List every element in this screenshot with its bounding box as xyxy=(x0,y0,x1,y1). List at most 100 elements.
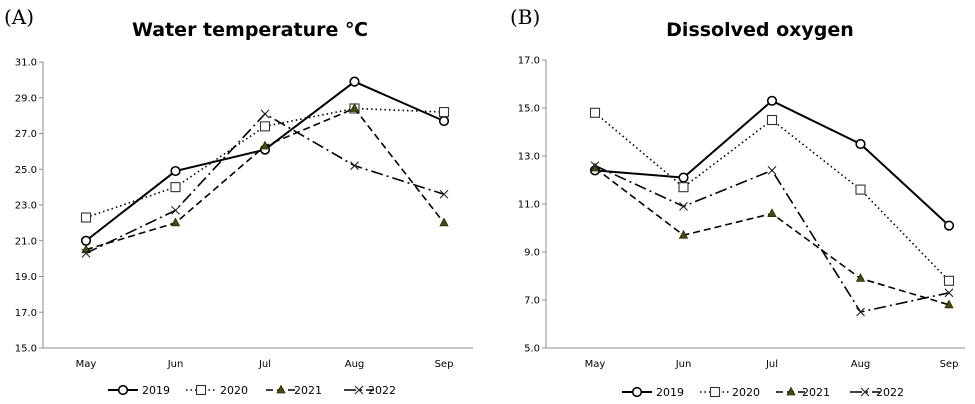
panel-b-point-2019-Aug xyxy=(855,138,866,150)
panel-a-series-line-2019 xyxy=(85,80,445,242)
panel-a-point-2022-Jun-stroke-b xyxy=(171,205,180,215)
panel-b-x-tick-label: May xyxy=(585,359,606,370)
panel-a-legend: 2019 2020 2021 2022 xyxy=(108,384,396,397)
panel-b-point-2022-Sep xyxy=(944,288,954,298)
panel-b-point-2020-Jul xyxy=(766,114,778,126)
panel-b-legend: 2019 2020 2021 2022 xyxy=(622,386,904,399)
panel-a-y-tick-label: 17.0 xyxy=(15,308,37,319)
panel-a-y-tick-label: 19.0 xyxy=(15,272,37,283)
panel-a-x-tick-label: Aug xyxy=(345,359,365,370)
panel-a: (A) Water temperature ℃ 15.0 17.0 19.0 21.0 23… xyxy=(4,5,473,397)
panel-b-point-2020-Jun xyxy=(678,182,689,193)
panel-a-point-2022-Sep-stroke-b xyxy=(439,189,449,199)
panel-a-point-2019-Sep xyxy=(438,115,450,127)
panel-a-point-2019-May xyxy=(80,235,92,246)
panel-a-point-2019-Jun xyxy=(170,165,181,177)
panel-b-y-tick-label: 5.0 xyxy=(524,344,540,355)
panel-b-point-2021-Aug xyxy=(855,273,866,282)
panel-b-series-2019 xyxy=(589,95,955,231)
panel-a-point-2022-May-stroke-b xyxy=(81,248,91,258)
panel-a-y-tick-label: 29.0 xyxy=(15,93,37,104)
panel-b-y-tick-label: 17.0 xyxy=(518,56,540,67)
panel-b-x-tick-label: Jul xyxy=(765,359,778,370)
panel-b-title: Dissolved oxygen xyxy=(666,19,854,41)
panel-a-legend-label-2021: 2021 xyxy=(294,384,322,397)
panel-a-point-2022-Aug xyxy=(350,161,359,171)
panel-a-legend-marker-2021 xyxy=(276,384,286,394)
panel-a-legend-label-2020: 2020 xyxy=(220,384,248,397)
panel-a-point-2021-Aug xyxy=(349,103,360,112)
panel-a-y-tick-label: 25.0 xyxy=(15,165,37,176)
panel-b-legend-label-2022: 2022 xyxy=(876,386,904,399)
panel-b: (B) Dissolved oxygen 5.0 7.0 9.0 11.0 13.0 15.0… xyxy=(510,5,965,399)
panel-b-legend-marker-2021 xyxy=(786,386,796,396)
panel-a-label: (A) xyxy=(4,5,34,29)
panel-a-point-2019-Aug xyxy=(349,76,360,87)
panel-a-point-2020-Jun xyxy=(170,182,181,193)
panel-a-series-2022 xyxy=(81,109,449,258)
panel-b-y-tick-label: 9.0 xyxy=(524,248,540,259)
panel-a-point-2020-Sep xyxy=(438,107,450,118)
panel-a-point-2022-May xyxy=(81,248,91,258)
panel-b-legend-marker-2019 xyxy=(631,386,643,398)
panel-a-point-2021-Sep xyxy=(439,217,449,227)
panel-a-point-2021-Jun xyxy=(170,217,181,227)
panel-a-y-tick-label: 23.0 xyxy=(15,201,37,212)
panel-b-point-2019-Sep xyxy=(943,220,955,231)
panel-a-x-tick-label: Sep xyxy=(435,359,454,370)
panel-b-legend-label-2021: 2021 xyxy=(802,386,830,399)
panel-b-y-tick-label: 11.0 xyxy=(518,200,540,211)
panel-b-legend-marker-2022 xyxy=(860,387,870,397)
panel-a-legend-label-2022: 2022 xyxy=(368,384,396,397)
panel-a-x-tick-label: Jul xyxy=(258,359,271,370)
panel-b-point-2022-Jun-stroke-b xyxy=(679,202,688,211)
panel-b-point-2022-May xyxy=(590,161,600,170)
panel-b-point-2021-Sep xyxy=(944,299,954,309)
panel-b-series-2021 xyxy=(590,162,954,309)
panel-a-point-2022-Jul-stroke-b xyxy=(260,109,270,119)
panel-b-label: (B) xyxy=(510,5,540,29)
panel-b-point-2020-May xyxy=(589,107,601,118)
panel-a-legend-marker-2020 xyxy=(195,384,207,396)
panel-a-y-tick-label: 21.0 xyxy=(15,236,37,247)
panel-a-point-2022-Aug-stroke-b xyxy=(350,161,359,171)
panel-b-x-tick-label: Sep xyxy=(940,359,959,370)
panel-a-point-2022-Sep xyxy=(439,189,449,199)
panel-b-legend-label-2019: 2019 xyxy=(656,386,684,399)
panel-b-point-2020-Sep xyxy=(943,275,955,286)
panel-b-point-2020-Aug xyxy=(855,184,866,195)
panel-a-point-2020-Jul xyxy=(259,121,271,132)
panel-b-point-2022-Sep-stroke-b xyxy=(944,288,954,298)
panel-b-point-2022-May-stroke-b xyxy=(590,161,600,170)
panel-a-series-2020 xyxy=(80,103,450,223)
panel-b-point-2021-Jun xyxy=(678,229,689,239)
panel-b-y-tick-label: 7.0 xyxy=(524,296,540,307)
panel-a-point-2022-Jun xyxy=(171,205,180,215)
panel-b-point-2022-Jun xyxy=(679,202,688,211)
panel-b-point-2022-Jul xyxy=(767,166,777,175)
panel-a-y-tick-label: 31.0 xyxy=(15,58,37,69)
panel-a-x-tick-label: May xyxy=(76,359,97,370)
panel-b-x-tick-label: Jun xyxy=(675,359,692,370)
panel-b-point-2021-Jul xyxy=(767,208,777,218)
panel-b-legend-label-2020: 2020 xyxy=(732,386,760,399)
panel-a-legend-marker-2019 xyxy=(117,384,129,396)
panel-a-y-tick-label: 15.0 xyxy=(15,344,37,355)
panel-a-point-2020-May xyxy=(80,212,92,223)
panel-a-series-2019 xyxy=(80,76,450,246)
panel-a-point-2021-Jul xyxy=(260,140,270,150)
panel-b-point-2019-Jun xyxy=(678,172,689,183)
panel-b-point-2019-Jul xyxy=(766,95,778,106)
panel-b-point-2022-Aug-stroke-b xyxy=(856,307,865,317)
panel-b-point-2022-Jul-stroke-b xyxy=(767,166,777,175)
panel-a-title: Water temperature ℃ xyxy=(132,19,368,41)
panel-a-legend-label-2019: 2019 xyxy=(142,384,170,397)
panel-a-x-tick-label: Jun xyxy=(167,359,184,370)
panel-b-series-line-2021 xyxy=(594,167,950,306)
panel-a-legend-marker-2022 xyxy=(354,385,364,395)
panel-b-series-2020 xyxy=(589,107,955,286)
panel-a-legend-marker-2022-stroke-b xyxy=(354,385,364,395)
panel-b-legend-marker-2022-stroke-b xyxy=(860,387,870,397)
panel-b-series-2022 xyxy=(590,161,954,317)
